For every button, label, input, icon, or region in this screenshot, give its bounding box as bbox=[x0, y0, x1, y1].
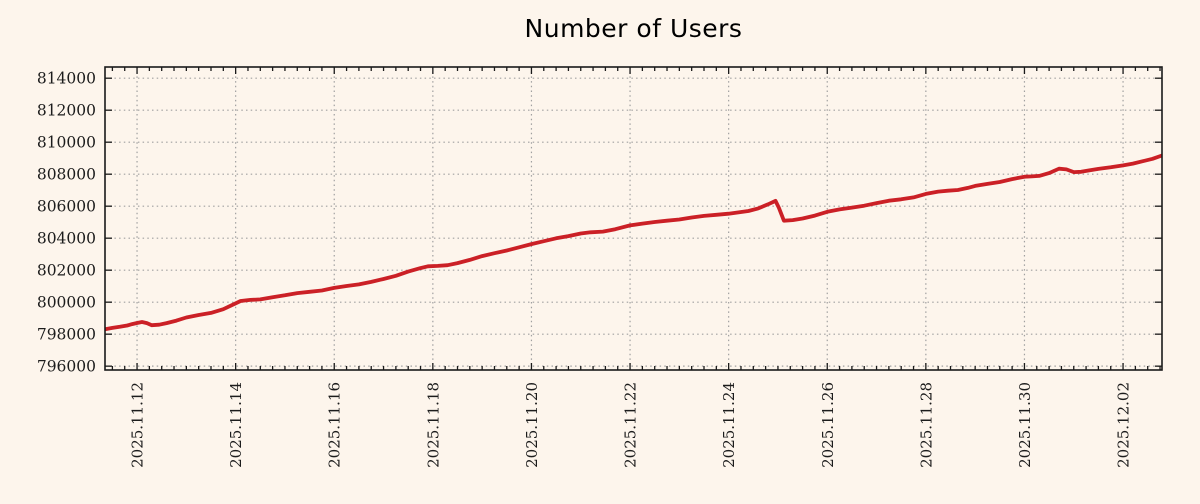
x-tick-label: 2025.11.22 bbox=[622, 382, 640, 468]
y-tick-label: 812000 bbox=[37, 102, 96, 120]
x-tick-label: 2025.11.26 bbox=[819, 382, 837, 468]
x-tick-label: 2025.11.16 bbox=[326, 382, 344, 468]
x-tick-label: 2025.12.02 bbox=[1115, 382, 1133, 468]
plot-border bbox=[104, 66, 1163, 371]
x-tick-label: 2025.11.14 bbox=[227, 382, 245, 468]
y-tick-label: 800000 bbox=[37, 294, 96, 312]
y-tick-label: 810000 bbox=[37, 134, 96, 152]
chart-title: Number of Users bbox=[524, 14, 743, 43]
x-tick-label: 2025.11.24 bbox=[720, 382, 738, 468]
y-tick-label: 804000 bbox=[37, 230, 96, 248]
x-tick-label: 2025.11.20 bbox=[523, 382, 541, 468]
y-tick-label: 798000 bbox=[37, 326, 96, 344]
y-tick-label: 814000 bbox=[37, 70, 96, 88]
y-tick-label: 806000 bbox=[37, 198, 96, 216]
x-tick-label: 2025.11.30 bbox=[1016, 382, 1034, 468]
y-tick-label: 808000 bbox=[37, 166, 96, 184]
users-series-line bbox=[104, 153, 1163, 332]
x-tick-label: 2025.11.12 bbox=[129, 382, 147, 468]
y-tick-label: 802000 bbox=[37, 262, 96, 280]
x-tick-label: 2025.11.28 bbox=[917, 382, 935, 468]
x-tick-label: 2025.11.18 bbox=[424, 382, 442, 468]
y-tick-label: 796000 bbox=[37, 358, 96, 376]
